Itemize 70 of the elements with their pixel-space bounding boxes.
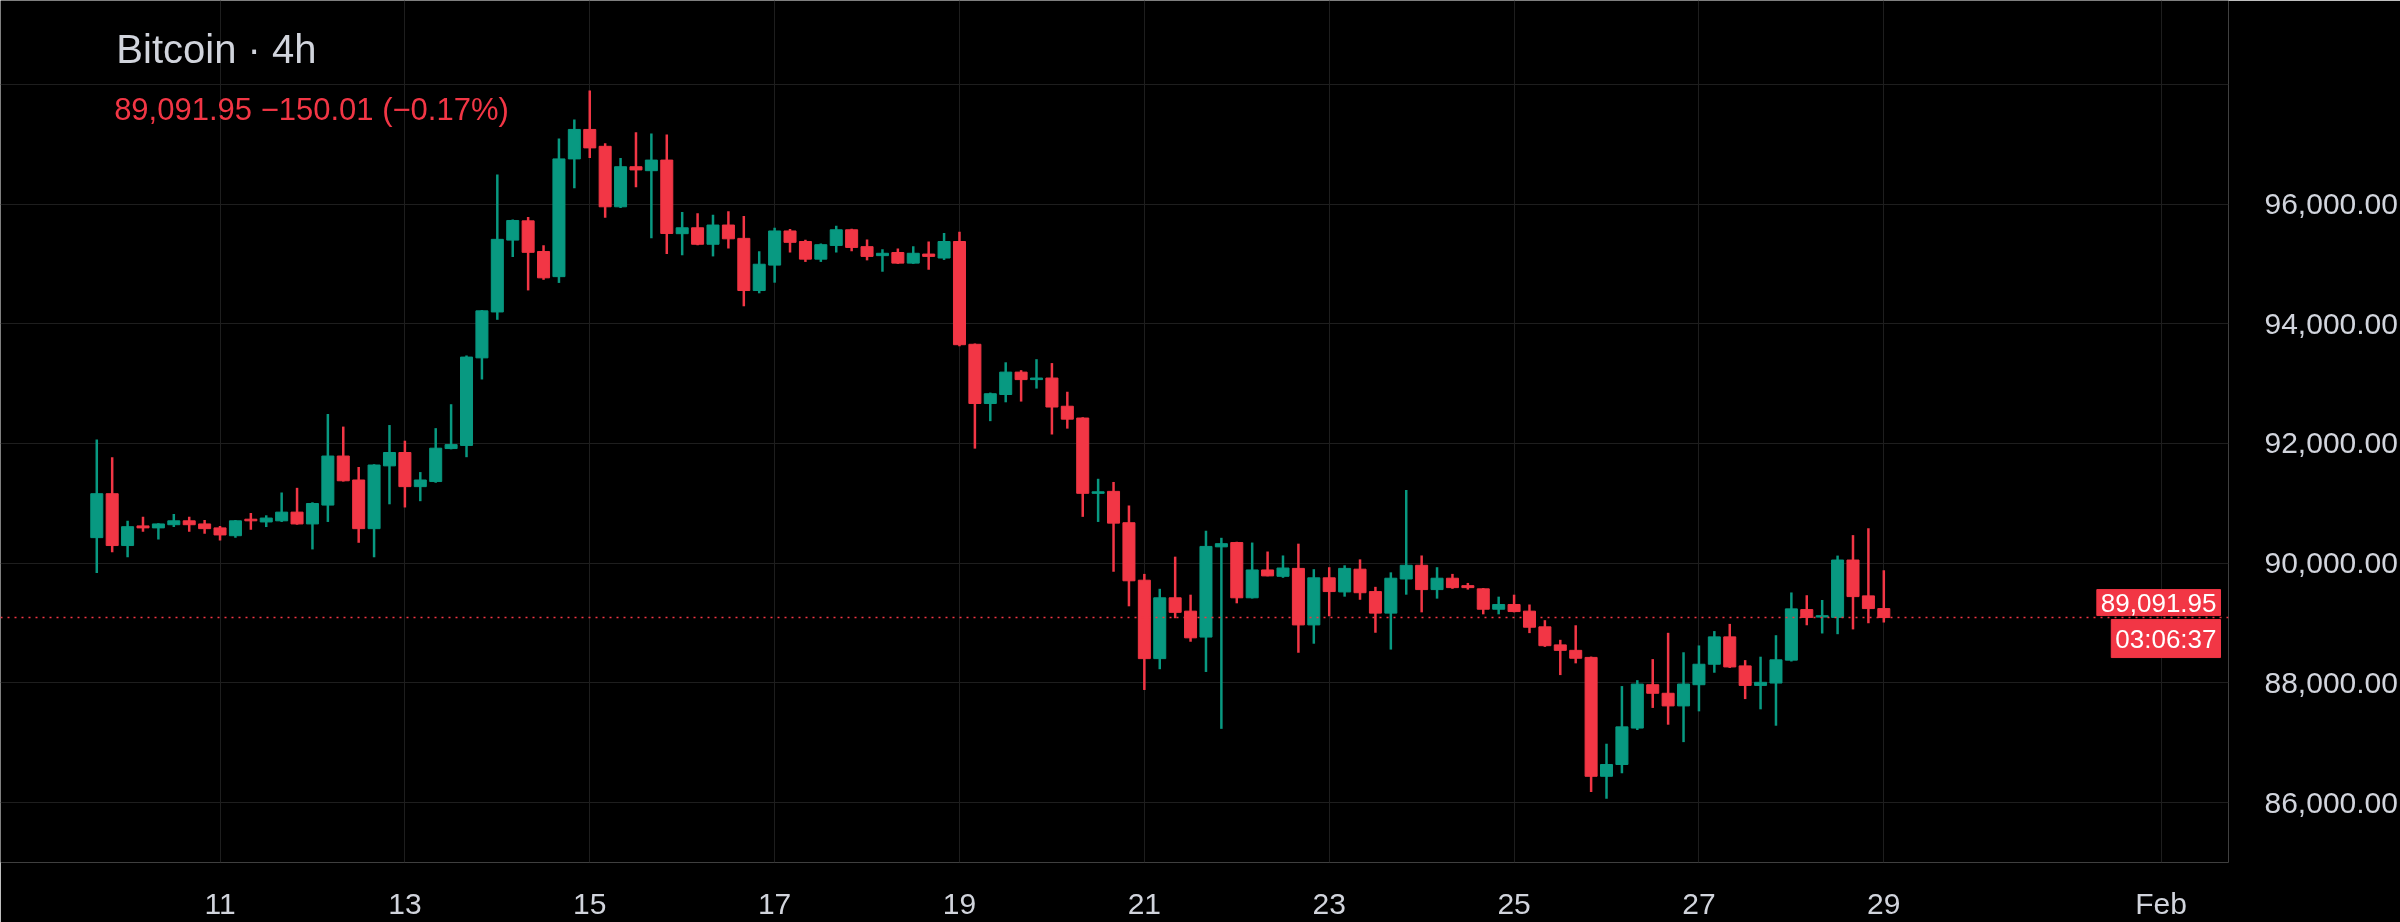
candlestick [583,89,597,160]
y-tick-label: 92,000.00 [2264,426,2398,460]
candlestick [506,218,520,259]
text: Bitcoin · 4h [116,26,317,71]
x-tick-label: 19 [942,886,977,920]
y-tick-label: 86,000.00 [2264,785,2398,819]
candlestick [1476,586,1490,616]
candlestick [1738,658,1752,701]
y-tick-label: 88,000.00 [2264,665,2398,699]
candlestick [1030,357,1044,390]
candlestick [922,240,936,272]
candlestick [1538,618,1552,649]
candlestick [691,212,705,247]
candlestick [999,361,1013,404]
candlestick [937,231,951,262]
candlestick [1569,624,1583,665]
candlestick [875,248,889,273]
candlestick [1815,598,1829,635]
candlestick [275,491,289,524]
annotation: 03:06:37 [2115,623,2217,654]
candlestick [1276,554,1290,580]
candlestick [1754,655,1768,711]
x-tick-label: 17 [757,886,792,920]
candlestick [305,501,319,551]
candlestick [1399,488,1413,596]
x-tick-label: 15 [573,886,607,920]
y-tick-label: 96,000.00 [2264,187,2398,221]
candlestick [1769,633,1783,727]
candlestick [629,130,643,189]
x-tick-label: 11 [204,886,236,920]
candlestick [1091,477,1105,524]
candlestick [1677,651,1691,744]
candlestick [783,227,797,254]
candlestick [444,402,458,451]
candlestick [798,238,812,264]
candlestick [829,224,843,254]
candlestick [382,423,396,506]
candlestick [644,132,658,240]
candlestick [1353,558,1367,602]
candlestick [1060,390,1074,430]
candlestick [1261,550,1275,578]
candlestick [1600,742,1614,800]
candlestick [121,519,135,559]
candlestick [860,238,874,262]
candlestick [675,210,689,257]
candlestick [1322,565,1336,618]
x-tick-label: 23 [1312,886,1346,920]
y-tick-label: 90,000.00 [2264,546,2398,580]
candlestick [1661,631,1675,726]
x-tick-label: 25 [1497,886,1531,920]
x-tick-label: Feb [2135,886,2187,920]
x-tick-label: 27 [1682,886,1716,920]
candlestick [721,210,735,250]
x-tick-label: 29 [1867,886,1901,920]
x-tick-label: 13 [388,886,422,920]
ref-line-label: 89,091.95 [2100,587,2217,618]
candlestick [1338,564,1352,598]
candlestick [1646,657,1660,710]
candlestick [413,470,427,503]
candlestick [1692,644,1706,713]
candlestick [1014,368,1028,403]
annotation: 89,091.95 −150.01 (−0.17%) [114,91,509,127]
candlestick [1430,565,1444,600]
candlestick [706,213,720,258]
y-tick-label: 94,000.00 [2264,306,2398,340]
candlestick [1553,638,1567,677]
candlestick [983,391,997,423]
candlestick [1214,536,1228,731]
x-tick-label: 21 [1127,886,1162,920]
candlestick [290,486,304,526]
